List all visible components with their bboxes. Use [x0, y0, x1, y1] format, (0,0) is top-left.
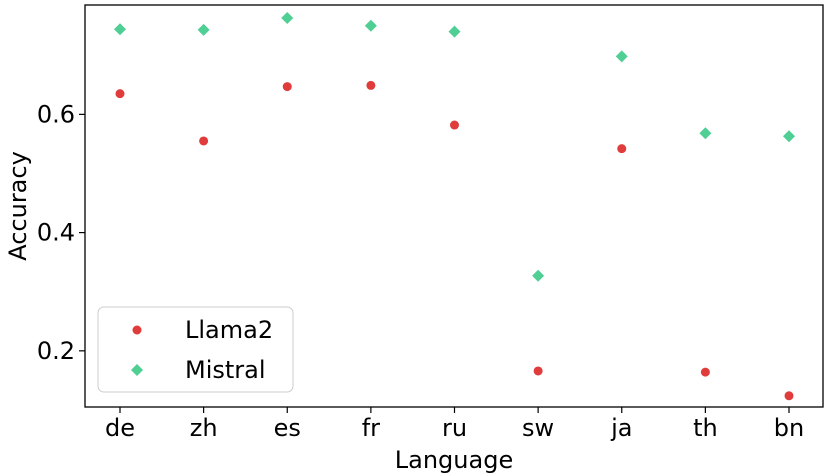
point-mistral-bn — [783, 130, 795, 143]
series-llama2 — [115, 80, 794, 401]
legend: Llama2 Mistral — [97, 306, 294, 393]
x-tick-label-zh: zh — [190, 414, 218, 442]
y-axis-label: Accuracy — [4, 151, 32, 261]
legend-label-llama2: Llama2 — [185, 316, 273, 344]
x-axis-label: Language — [395, 446, 513, 473]
point-mistral-th — [699, 127, 712, 140]
point-mistral-zh — [197, 23, 210, 36]
x-tick-label-fr: fr — [362, 414, 380, 442]
point-llama2-fr — [366, 80, 376, 90]
x-tick-label-th: th — [693, 414, 718, 442]
data-marks — [114, 12, 795, 401]
x-tick-label-sw: sw — [522, 414, 554, 442]
point-mistral-de — [114, 23, 126, 36]
legend-marker-llama2 — [132, 325, 142, 335]
legend-marker-mistral — [131, 364, 143, 376]
x-tick-label-de: de — [105, 414, 135, 442]
y-tick-label-0.4: 0.4 — [37, 219, 75, 247]
x-tick-label-es: es — [274, 414, 301, 442]
legend-label-mistral: Mistral — [185, 356, 266, 384]
point-llama2-th — [700, 367, 710, 377]
y-tick-label-0.6: 0.6 — [37, 100, 75, 128]
x-tick-label-bn: bn — [774, 414, 804, 442]
point-llama2-ru — [450, 120, 459, 130]
point-llama2-de — [115, 89, 125, 99]
point-llama2-bn — [784, 391, 794, 401]
point-llama2-sw — [533, 366, 543, 376]
point-mistral-fr — [364, 19, 377, 32]
y-tick-label-0.2: 0.2 — [37, 337, 75, 365]
series-mistral — [114, 12, 795, 282]
x-tick-label-ru: ru — [442, 414, 467, 442]
point-llama2-es — [282, 82, 292, 92]
point-llama2-zh — [199, 136, 209, 146]
x-tick-label-ja: ja — [610, 414, 632, 442]
legend-box — [97, 306, 294, 393]
point-llama2-ja — [617, 144, 627, 154]
y-axis: 0.2 0.4 0.6 — [37, 100, 85, 365]
x-axis: de zh es fr ru sw ja th bn — [105, 407, 804, 442]
point-mistral-ja — [615, 50, 628, 63]
point-mistral-es — [281, 12, 294, 25]
point-mistral-sw — [532, 269, 545, 282]
point-mistral-ru — [448, 25, 461, 38]
